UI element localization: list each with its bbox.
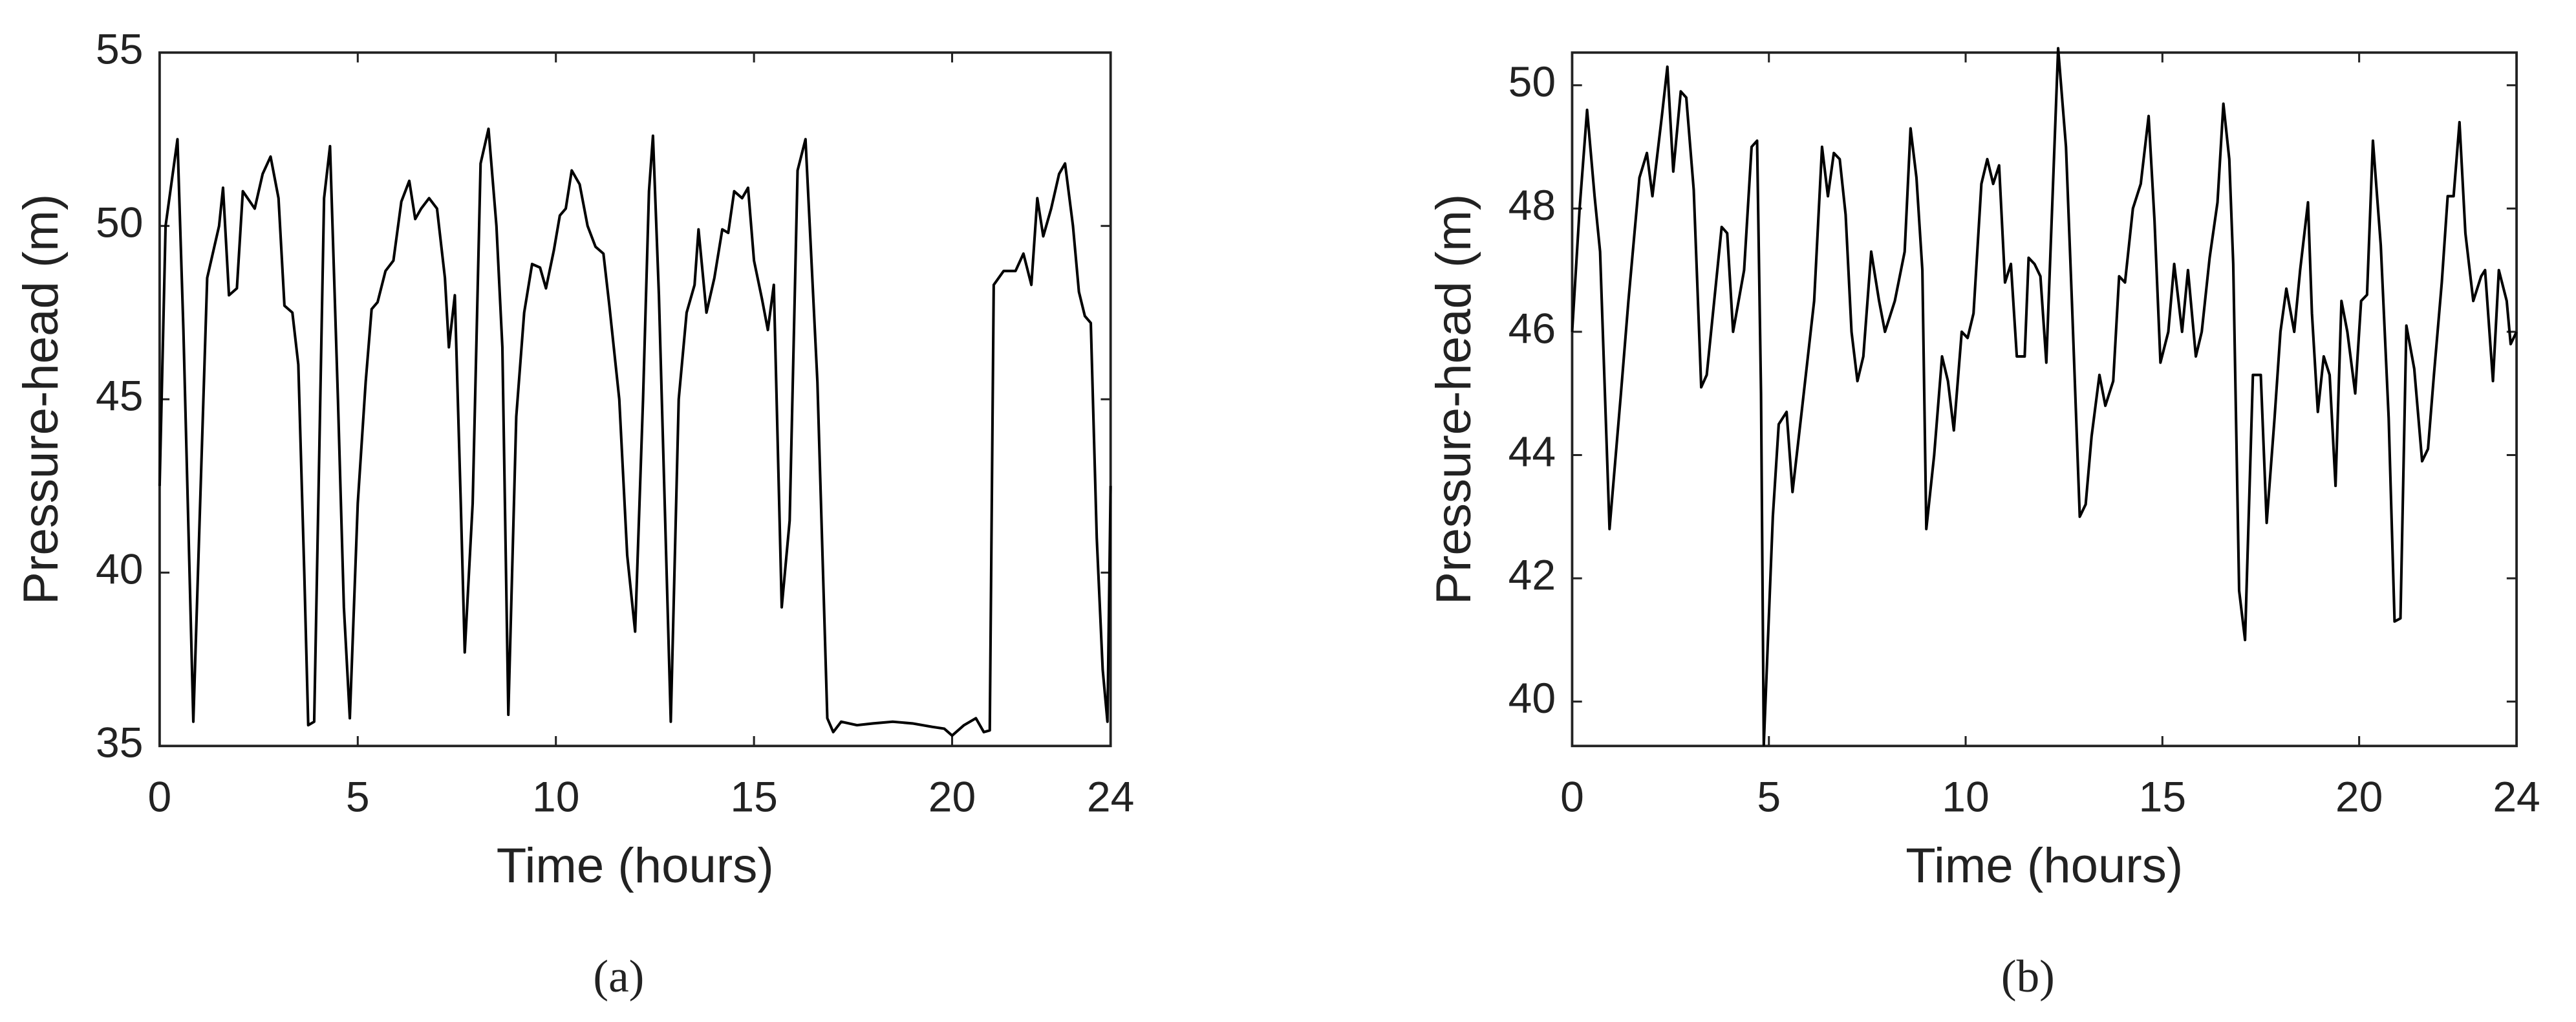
caption: (b) <box>2001 951 2055 1002</box>
plot-area <box>1571 51 2518 748</box>
x-tick-label: 0 <box>1560 773 1584 821</box>
x-tick-label: 0 <box>148 773 172 821</box>
y-tick-label: 40 <box>1508 674 1556 722</box>
x-axis-label: Time (hours) <box>497 838 774 893</box>
caption: (a) <box>593 951 644 1002</box>
data-line <box>158 127 1112 737</box>
y-tick-label: 35 <box>96 719 143 766</box>
x-tick-label: 20 <box>2335 773 2383 821</box>
x-tick-label: 15 <box>2139 773 2186 821</box>
x-tick-label: 24 <box>1087 773 1134 821</box>
y-tick-label: 45 <box>96 372 143 420</box>
y-tick-label: 48 <box>1508 181 1556 229</box>
x-axis-label: Time (hours) <box>1905 838 2183 893</box>
x-tick-label: 10 <box>1942 773 1989 821</box>
y-tick-label: 55 <box>96 25 143 73</box>
y-tick-label: 50 <box>1508 58 1556 105</box>
plot-area <box>158 51 1112 748</box>
y-axis-label: Pressure-head (m) <box>14 194 69 605</box>
y-tick-label: 44 <box>1508 428 1556 475</box>
x-tick-label: 20 <box>928 773 976 821</box>
x-tick-label: 5 <box>1757 773 1781 821</box>
data-line <box>1571 47 2518 746</box>
y-tick-label: 46 <box>1508 304 1556 352</box>
x-tick-label: 24 <box>2493 773 2540 821</box>
y-axis-label: Pressure-head (m) <box>1426 194 1481 605</box>
y-tick-label: 42 <box>1508 551 1556 599</box>
y-tick-label: 50 <box>96 199 143 246</box>
x-tick-label: 15 <box>730 773 777 821</box>
x-tick-label: 10 <box>532 773 579 821</box>
x-tick-label: 5 <box>346 773 370 821</box>
y-tick-label: 40 <box>96 545 143 593</box>
